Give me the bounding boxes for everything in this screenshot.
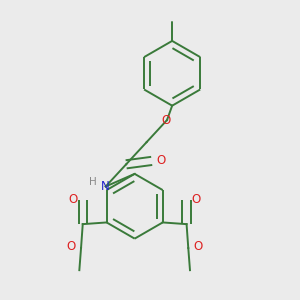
Text: O: O: [157, 154, 166, 167]
Text: O: O: [69, 193, 78, 206]
Text: O: O: [161, 113, 171, 127]
Text: O: O: [67, 241, 76, 254]
Text: O: O: [191, 193, 201, 206]
Text: H: H: [89, 177, 97, 188]
Text: O: O: [193, 241, 203, 254]
Text: N: N: [101, 180, 110, 193]
